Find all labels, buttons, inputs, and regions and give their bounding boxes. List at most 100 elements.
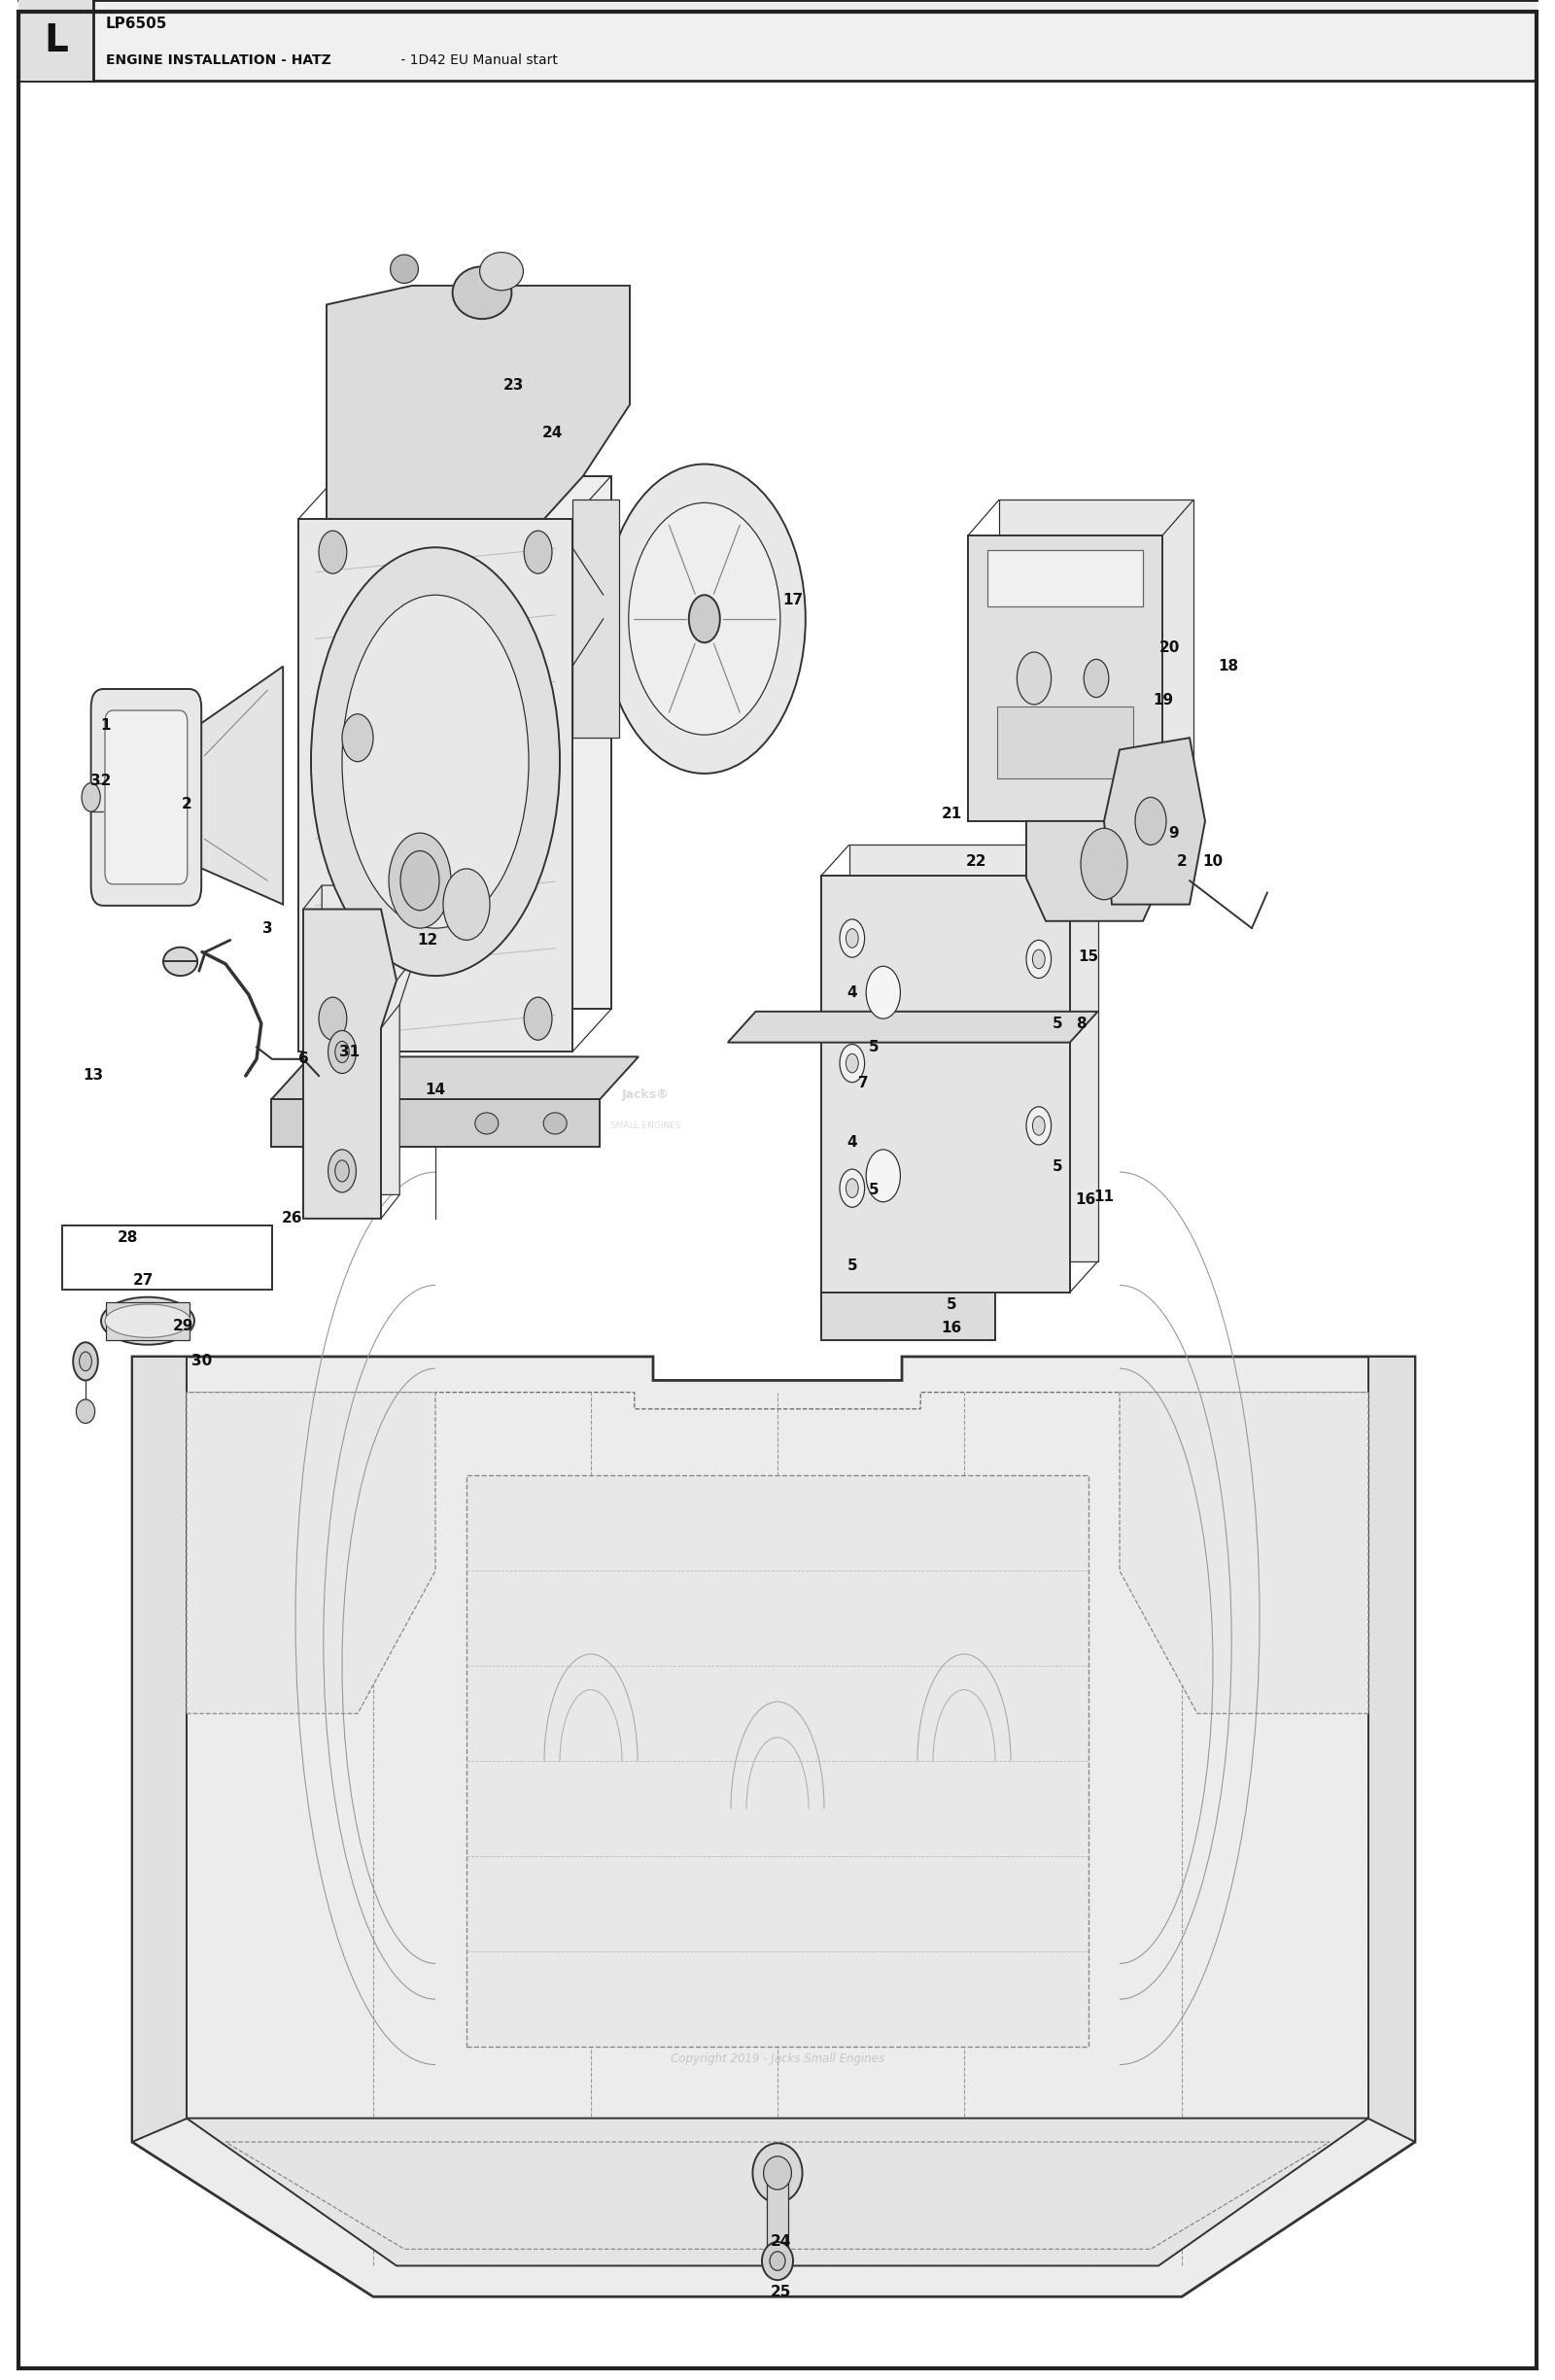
- Polygon shape: [466, 1476, 1088, 2047]
- Polygon shape: [987, 550, 1143, 607]
- Ellipse shape: [846, 1054, 858, 1073]
- Polygon shape: [998, 500, 1194, 785]
- Polygon shape: [187, 1392, 435, 1714]
- Bar: [997, 707, 1134, 778]
- Polygon shape: [849, 845, 1098, 1261]
- Ellipse shape: [319, 531, 347, 574]
- Text: 22: 22: [966, 854, 987, 869]
- Ellipse shape: [101, 1297, 194, 1345]
- Ellipse shape: [476, 1111, 499, 1133]
- Polygon shape: [1368, 1357, 1415, 2142]
- Text: ENGINE INSTALLATION - HATZ: ENGINE INSTALLATION - HATZ: [106, 55, 331, 67]
- Text: 24: 24: [770, 2235, 791, 2249]
- Text: 5: 5: [947, 1297, 956, 1311]
- Ellipse shape: [328, 1150, 356, 1192]
- Ellipse shape: [389, 833, 451, 928]
- Ellipse shape: [840, 1045, 865, 1083]
- Text: 24: 24: [541, 426, 563, 440]
- Polygon shape: [190, 666, 283, 904]
- Text: L: L: [44, 21, 68, 59]
- Bar: [19, 0, 93, 81]
- Bar: [19, 0, 1536, 81]
- Text: 12: 12: [417, 933, 439, 947]
- Polygon shape: [271, 1100, 600, 1147]
- Text: 5: 5: [869, 1183, 879, 1197]
- Polygon shape: [821, 876, 1070, 1292]
- Ellipse shape: [76, 1399, 95, 1423]
- Ellipse shape: [1135, 797, 1166, 845]
- Polygon shape: [1026, 821, 1163, 921]
- Text: LP6505: LP6505: [106, 17, 168, 31]
- Text: 31: 31: [339, 1045, 361, 1059]
- Text: 9: 9: [1169, 826, 1179, 840]
- Text: 25: 25: [770, 2285, 791, 2299]
- Ellipse shape: [846, 1178, 858, 1197]
- Text: 26: 26: [281, 1211, 303, 1226]
- Text: 29: 29: [173, 1319, 194, 1333]
- Ellipse shape: [753, 2142, 802, 2204]
- Ellipse shape: [689, 595, 720, 643]
- Text: 13: 13: [82, 1069, 104, 1083]
- Polygon shape: [1104, 738, 1205, 904]
- Ellipse shape: [373, 1111, 397, 1133]
- Text: 16: 16: [1075, 1192, 1096, 1207]
- Ellipse shape: [319, 997, 347, 1040]
- Ellipse shape: [328, 1031, 356, 1073]
- Text: 14: 14: [425, 1083, 446, 1097]
- Ellipse shape: [1084, 659, 1109, 697]
- Text: 2: 2: [182, 797, 191, 812]
- Ellipse shape: [1026, 1107, 1051, 1145]
- Text: 28: 28: [117, 1230, 138, 1245]
- Polygon shape: [1120, 1392, 1368, 1714]
- Ellipse shape: [79, 1352, 92, 1371]
- Text: 5: 5: [869, 1040, 879, 1054]
- Ellipse shape: [866, 966, 900, 1019]
- Ellipse shape: [336, 1159, 350, 1180]
- Text: 23: 23: [502, 378, 524, 393]
- Text: 4: 4: [847, 1135, 857, 1150]
- Polygon shape: [327, 286, 630, 519]
- FancyBboxPatch shape: [90, 690, 202, 904]
- Polygon shape: [967, 536, 1163, 821]
- Ellipse shape: [840, 919, 865, 957]
- Ellipse shape: [524, 997, 552, 1040]
- Ellipse shape: [453, 267, 512, 319]
- Text: 11: 11: [1093, 1190, 1115, 1204]
- Text: 19: 19: [1152, 693, 1174, 707]
- Ellipse shape: [390, 255, 418, 283]
- Text: 15: 15: [1078, 950, 1099, 964]
- Ellipse shape: [82, 783, 100, 812]
- FancyBboxPatch shape: [106, 709, 187, 883]
- Bar: [767, 2173, 788, 2256]
- Ellipse shape: [866, 1150, 900, 1202]
- Text: 21: 21: [941, 807, 963, 821]
- Ellipse shape: [628, 502, 781, 735]
- Polygon shape: [187, 2118, 1368, 2266]
- Text: Copyright 2019 - Jacks Small Engines: Copyright 2019 - Jacks Small Engines: [670, 2052, 885, 2066]
- Ellipse shape: [106, 1304, 190, 1338]
- Ellipse shape: [1081, 828, 1127, 900]
- Text: 4: 4: [847, 985, 857, 1000]
- Ellipse shape: [401, 850, 440, 909]
- Text: 16: 16: [941, 1321, 963, 1335]
- Text: 5: 5: [1053, 1159, 1062, 1173]
- Ellipse shape: [480, 252, 524, 290]
- Bar: [106, 1302, 190, 1340]
- Polygon shape: [821, 1292, 995, 1340]
- Text: 27: 27: [132, 1273, 154, 1288]
- Ellipse shape: [342, 714, 373, 762]
- Ellipse shape: [305, 1111, 328, 1133]
- Polygon shape: [132, 1357, 187, 2142]
- Ellipse shape: [846, 928, 858, 947]
- Ellipse shape: [762, 2242, 793, 2280]
- Text: 20: 20: [1158, 640, 1180, 654]
- Ellipse shape: [336, 1040, 350, 1061]
- Ellipse shape: [764, 2156, 791, 2190]
- Text: Jacks®: Jacks®: [622, 1088, 669, 1102]
- Text: 1: 1: [101, 719, 110, 733]
- Text: 10: 10: [1202, 854, 1224, 869]
- Polygon shape: [303, 909, 397, 1219]
- Text: 3: 3: [263, 921, 272, 935]
- Ellipse shape: [443, 869, 490, 940]
- Polygon shape: [728, 1012, 1098, 1042]
